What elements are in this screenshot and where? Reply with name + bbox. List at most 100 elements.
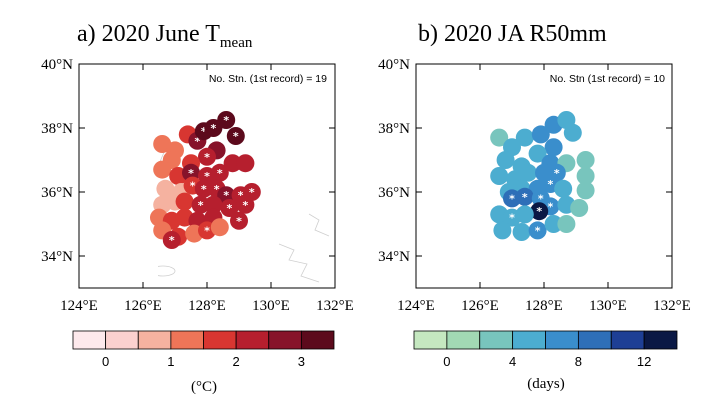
first-record-marker: *	[204, 224, 210, 237]
x-tick-label: 126°E	[461, 298, 499, 314]
first-record-marker: *	[227, 202, 233, 215]
first-record-marker: *	[233, 130, 239, 143]
first-record-marker: *	[535, 224, 541, 237]
first-record-marker: *	[554, 167, 560, 180]
first-record-marker: *	[214, 183, 220, 196]
y-tick-label: 34°N	[41, 249, 73, 265]
colorbar-swatch	[446, 330, 481, 350]
station-marker	[191, 195, 210, 214]
colorbar-tick-label: 0	[443, 354, 450, 369]
station-marker	[570, 199, 589, 217]
station-marker	[194, 179, 213, 198]
first-record-marker: *	[223, 189, 229, 202]
colorbar-tick-label: 0	[102, 354, 109, 369]
first-record-marker: *	[223, 114, 229, 127]
station-marker	[515, 187, 534, 206]
station-marker	[493, 221, 512, 240]
station-marker	[210, 163, 229, 182]
first-record-marker: *	[538, 192, 544, 205]
x-tick-label: 132°E	[653, 298, 691, 314]
x-tick-label: 130°E	[589, 298, 627, 314]
station-marker	[519, 163, 537, 182]
station-marker	[557, 215, 576, 233]
colorbar-swatch	[170, 330, 204, 350]
first-record-marker: *	[236, 215, 242, 228]
station-marker	[544, 138, 563, 157]
first-record-marker: *	[548, 200, 554, 213]
colorbar-swatch	[300, 330, 335, 350]
first-record-marker: *	[238, 189, 244, 202]
y-tick-label: 38°N	[41, 121, 73, 137]
first-record-marker: *	[190, 180, 196, 193]
panel-a-stations: ** ***** * ** * * * * ** * ****	[150, 111, 261, 249]
colorbar-swatch	[413, 330, 448, 350]
station-marker	[490, 167, 509, 185]
station-marker	[156, 179, 175, 198]
x-tick-label: 124°E	[397, 298, 435, 314]
panel-b: b) 2020 JA R50mm *** * ***** No. Stn (1st …	[378, 21, 691, 392]
station-marker	[576, 151, 595, 169]
y-tick-label: 38°N	[378, 121, 410, 137]
colorbar-tick-label: 1	[167, 354, 174, 369]
colorbar-swatch	[72, 330, 107, 350]
colorbar-swatch	[235, 330, 270, 350]
station-marker	[223, 154, 242, 173]
first-record-marker: *	[509, 212, 515, 225]
colorbar-tick-label: 3	[298, 354, 305, 369]
station-marker	[236, 154, 255, 173]
station-marker	[554, 179, 573, 198]
first-record-marker: *	[548, 178, 554, 191]
y-tick-label: 36°N	[378, 185, 410, 201]
station-marker	[512, 223, 531, 241]
station-marker	[563, 123, 582, 142]
first-record-marker: *	[188, 167, 194, 180]
panel-a-axes: 124°E 126°E 128°E 130°E 132°E 40°N 38°N 36°N 34°…	[41, 57, 354, 314]
panel-a-annotation: No. Stn. (1st record) = 19	[209, 73, 327, 85]
colorbar-swatch	[268, 330, 302, 350]
station-marker	[230, 211, 248, 230]
x-tick-label: 124°E	[60, 298, 98, 314]
panel-a-title: a) 2020 June Tmean	[77, 21, 253, 51]
panel-a: a) 2020 June Tmean ** ***** * ** * * * * ** * ****…	[41, 21, 354, 395]
station-marker	[217, 111, 236, 129]
first-record-marker: *	[243, 199, 249, 212]
y-tick-label: 34°N	[378, 249, 410, 265]
station-marker	[162, 231, 181, 249]
colorbar-tick-label: 2	[233, 354, 240, 369]
first-record-marker: *	[211, 122, 217, 135]
first-record-marker: *	[522, 191, 528, 204]
colorbar-swatch	[577, 330, 612, 350]
station-marker	[226, 127, 245, 145]
station-marker	[175, 192, 194, 211]
station-marker	[236, 195, 255, 214]
panel-b-colorbar: 0 4 8 12	[413, 330, 678, 369]
colorbar-swatch	[610, 330, 645, 350]
station-marker	[220, 199, 239, 217]
x-tick-label: 128°E	[525, 298, 563, 314]
y-tick-label: 36°N	[41, 185, 73, 201]
x-tick-label: 128°E	[188, 298, 226, 314]
colorbar-swatch	[643, 330, 678, 350]
colorbar-swatch	[105, 330, 139, 350]
panel-b-colorbar-label: (days)	[527, 376, 565, 392]
first-record-marker: *	[249, 186, 255, 199]
station-marker	[544, 215, 563, 233]
y-tick-label: 40°N	[378, 57, 410, 73]
first-record-marker: *	[169, 234, 175, 247]
first-record-marker: *	[198, 199, 204, 212]
colorbar-tick-label: 12	[637, 354, 651, 369]
station-marker	[210, 218, 229, 237]
station-marker	[531, 125, 550, 144]
colorbar-tick-label: 4	[509, 354, 516, 369]
colorbar-swatch	[137, 330, 172, 350]
first-record-marker: *	[204, 151, 210, 164]
colorbar-swatch	[479, 330, 514, 350]
x-tick-label: 130°E	[252, 298, 290, 314]
panel-a-colorbar-label: (°C)	[191, 379, 217, 395]
station-marker	[576, 167, 595, 185]
first-record-marker: *	[204, 170, 210, 183]
colorbar-swatch	[512, 330, 546, 350]
colorbar-swatch	[203, 330, 237, 350]
station-marker	[490, 128, 509, 147]
first-record-marker: *	[536, 205, 542, 218]
